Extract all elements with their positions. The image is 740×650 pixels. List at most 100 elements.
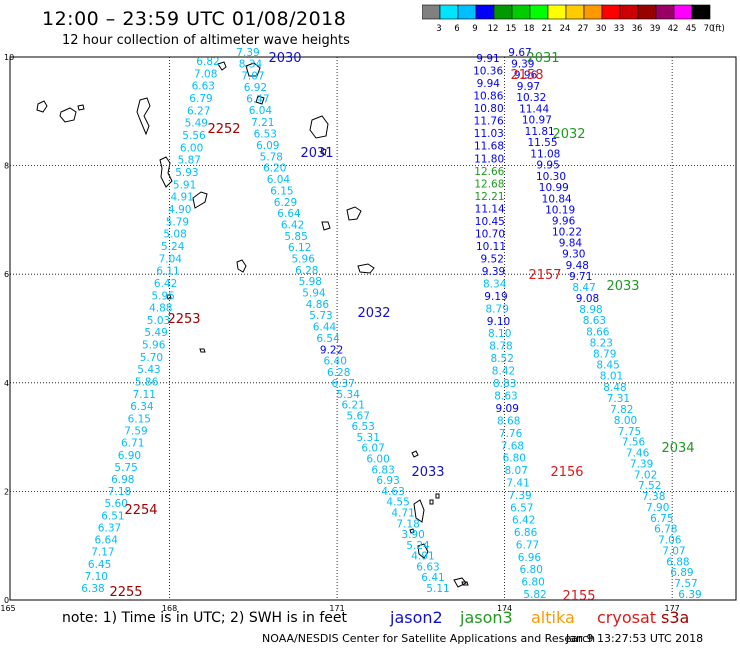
- wave-height-value: 5.70: [140, 352, 163, 364]
- wave-height-value: 6.64: [277, 208, 301, 220]
- wave-height-value: 6.75: [650, 513, 673, 525]
- wave-height-value: 6.63: [416, 561, 439, 573]
- track-id-s3a: 2252: [207, 122, 240, 137]
- wave-height-value: 9.67: [508, 47, 531, 59]
- wave-height-value: 6.82: [196, 56, 219, 68]
- island-outline: [309, 115, 329, 139]
- legend-swatch-70: [691, 4, 711, 20]
- wave-height-value: 5.11: [426, 583, 449, 595]
- wave-height-value: 6.11: [156, 266, 179, 278]
- track-id-jason3: 2034: [661, 441, 694, 456]
- wave-height-value: 6.51: [101, 510, 124, 522]
- wave-height-value: 8.48: [603, 382, 626, 394]
- wave-height-value: 10.36: [473, 66, 503, 78]
- x-tick-label: 171: [329, 604, 344, 613]
- wave-height-value: 5.03: [147, 315, 170, 327]
- wave-height-value: 6.28: [295, 265, 318, 277]
- wave-height-value: 6.00: [180, 142, 203, 154]
- wave-height-value: 10.84: [542, 193, 572, 205]
- track-id-cryosat: 2155: [562, 589, 595, 604]
- wave-height-value: 10.97: [522, 115, 552, 127]
- wave-height-value: 9.09: [496, 403, 519, 415]
- wave-height-value: 7.08: [194, 68, 217, 80]
- wave-height-value: 6.77: [516, 539, 539, 551]
- track-id-s3a: 2253: [167, 312, 200, 327]
- wave-height-value: 6.90: [118, 450, 141, 462]
- wave-height-value: 7.39: [508, 490, 531, 502]
- island-outline: [217, 61, 227, 71]
- wave-height-value: 5.31: [357, 432, 380, 444]
- wave-height-value: 4.91: [171, 192, 194, 204]
- wave-height-value: 6.54: [316, 333, 340, 345]
- wave-height-value: 8.34: [483, 278, 507, 290]
- legend-label-45: 45: [686, 24, 697, 34]
- wave-height-value: 6.57: [510, 502, 533, 514]
- wave-height-value: 6.80: [520, 564, 543, 576]
- wave-height-value: 9.22: [320, 344, 343, 356]
- wave-height-value: 5.96: [142, 340, 166, 352]
- island-outline: [357, 263, 375, 274]
- island-outline: [192, 191, 208, 209]
- wave-height-value: 6.20: [263, 163, 286, 175]
- wave-height-value: 7.06: [658, 535, 682, 547]
- wave-height-value: 10.99: [539, 182, 569, 194]
- island-outline: [453, 577, 467, 588]
- island-outline: [245, 62, 261, 77]
- wave-height-value: 4.63: [381, 486, 404, 498]
- y-tick-label: 0: [4, 596, 9, 605]
- wave-height-value: 7.76: [499, 428, 523, 440]
- track-ids: 2030 2252 2031 2253 2032 2033 2254 2255 2031 2158…: [109, 51, 694, 604]
- wave-height-value: 8.47: [572, 282, 595, 294]
- legend-label-21: 21: [542, 24, 553, 34]
- wave-height-value: 6.12: [288, 242, 311, 254]
- wave-height-value: 4.90: [168, 204, 191, 216]
- wave-height-value: 7.39: [630, 459, 653, 471]
- wave-height-value: 6.21: [342, 400, 365, 412]
- wave-height-value: 7.04: [159, 253, 183, 265]
- island-outline: [159, 156, 173, 188]
- wave-height-value: 9.19: [484, 291, 507, 303]
- wave-height-value: 7.11: [133, 389, 156, 401]
- wave-height-value: 9.96: [552, 216, 576, 228]
- legend-s3a: s3a: [661, 608, 690, 627]
- y-tick-label: 4: [4, 379, 9, 388]
- wave-height-value: 6.27: [187, 105, 210, 117]
- wave-height-value: 8.52: [491, 353, 514, 365]
- island-outline: [136, 97, 151, 136]
- wave-height-value: 7.75: [618, 426, 641, 438]
- wave-height-value: 5.78: [260, 151, 283, 163]
- wave-height-value: 7.07: [662, 546, 685, 558]
- wave-height-value: 7.02: [634, 469, 657, 481]
- legend-label-3: 3: [436, 24, 441, 34]
- wave-height-value: 5.96: [292, 254, 316, 266]
- wave-height-value: 8.45: [596, 360, 619, 372]
- wave-height-value: 8.07: [505, 465, 528, 477]
- wave-height-value: 6.47: [246, 94, 269, 106]
- legend-label-27: 27: [578, 24, 589, 34]
- island-outline: [429, 499, 434, 505]
- track-id-jason2: 2030: [268, 51, 301, 66]
- wave-height-value: 8.34: [239, 59, 263, 71]
- legend-label-9: 9: [472, 24, 477, 34]
- wave-height-value: 6.28: [327, 367, 350, 379]
- legend-label-6: 6: [454, 24, 459, 34]
- legend-label-12: 12: [488, 24, 499, 34]
- wave-height-value: 6.00: [366, 454, 389, 466]
- generated-timestamp: Jan 9 13:27:53 UTC 2018: [566, 632, 704, 645]
- legend-label-18: 18: [524, 24, 535, 34]
- wave-height-value: 5.49: [144, 327, 167, 339]
- wave-height-value: 7.41: [506, 478, 529, 490]
- track-id-cryosat: 2158: [510, 68, 543, 83]
- x-tick-label: 174: [497, 604, 512, 613]
- legend-label-39: 39: [650, 24, 661, 34]
- wave-height-value: 8.42: [492, 366, 515, 378]
- wave-height-value: 11.81: [525, 126, 555, 138]
- wave-height-value: 11.68: [474, 141, 504, 153]
- wave-height-value: 11.08: [530, 148, 560, 160]
- track-id-s3a: 2255: [109, 585, 142, 600]
- wave-height-value: 7.39: [236, 47, 259, 59]
- wave-height-value: 10.45: [475, 216, 505, 228]
- legend-unit: (ft): [712, 24, 725, 34]
- wave-height-value: 7.57: [674, 578, 697, 590]
